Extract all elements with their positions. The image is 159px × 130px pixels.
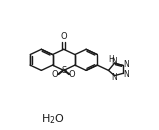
Text: O: O: [69, 70, 76, 79]
Text: H$_2$O: H$_2$O: [41, 112, 65, 126]
Text: O: O: [60, 32, 67, 41]
Text: O: O: [52, 70, 59, 79]
Text: N: N: [123, 70, 129, 79]
Text: S: S: [61, 66, 66, 75]
Text: H: H: [109, 56, 114, 64]
Text: N: N: [111, 73, 117, 82]
Text: N: N: [123, 60, 129, 69]
Text: N: N: [111, 57, 117, 66]
